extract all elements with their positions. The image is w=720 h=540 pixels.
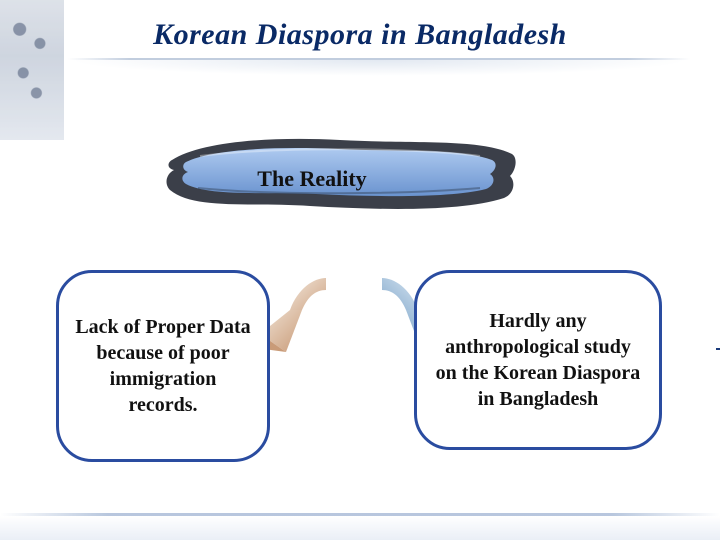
brush-label: The Reality bbox=[212, 166, 412, 192]
footer-glow bbox=[0, 516, 720, 540]
page-title: Korean Diaspora in Bangladesh bbox=[0, 18, 720, 52]
card-right-text: Hardly any anthropological study on the … bbox=[433, 308, 643, 412]
right-edge-tick bbox=[716, 348, 720, 350]
card-left-text: Lack of Proper Data because of poor immi… bbox=[75, 314, 251, 418]
brush-heading: The Reality bbox=[160, 132, 520, 218]
card-left: Lack of Proper Data because of poor immi… bbox=[56, 270, 270, 462]
title-shadow bbox=[68, 60, 690, 76]
card-right: Hardly any anthropological study on the … bbox=[414, 270, 662, 450]
